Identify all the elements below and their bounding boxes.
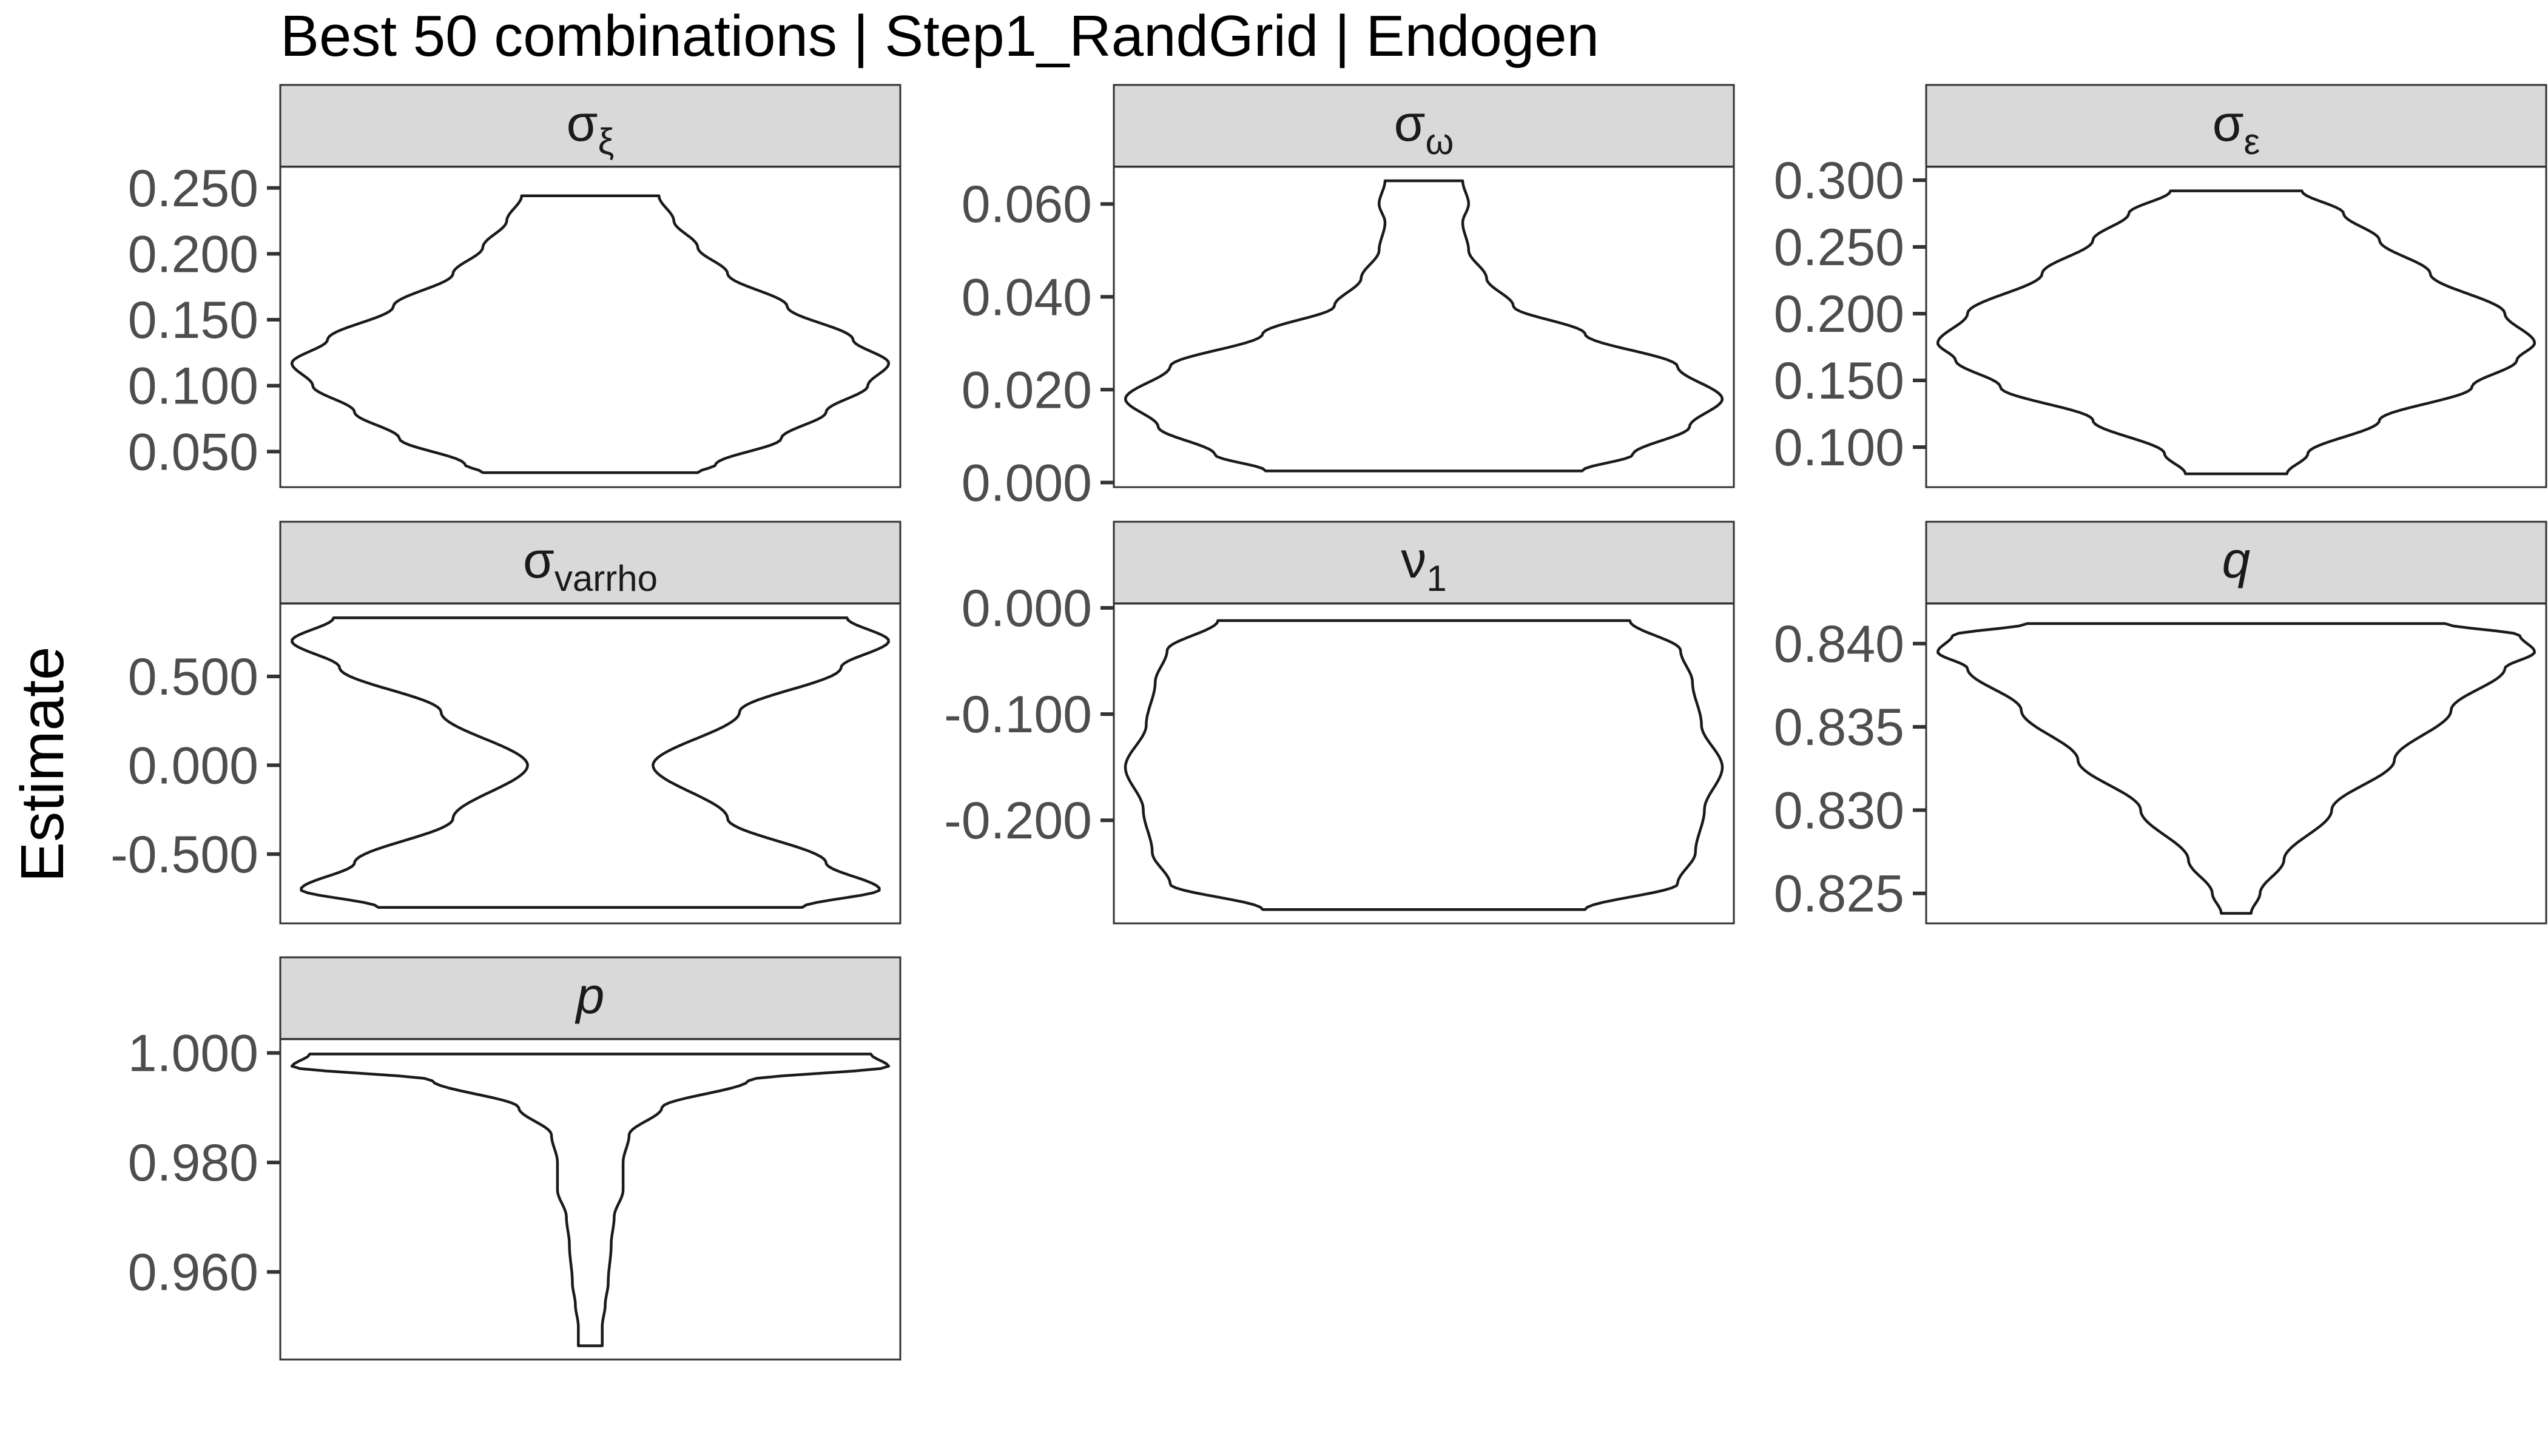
y-tick-label: 0.020	[962, 361, 1092, 419]
panel-sigma_omega: σω 0.000 0.020 0.040 0.060	[962, 84, 1735, 512]
facet-label-base: σ	[523, 531, 554, 588]
facet-label-base: ν	[1401, 531, 1426, 588]
facet-label-base: q	[2222, 531, 2251, 588]
y-tick-label: 0.150	[128, 291, 258, 349]
violin-sigma_varrho	[291, 616, 890, 909]
violin-sigma_xi	[290, 194, 891, 474]
y-tick-label: 0.200	[128, 225, 258, 283]
facet-label-base: σ	[567, 95, 598, 152]
panel-nu_1: ν1 -0.200 -0.100 0.000	[944, 521, 1735, 925]
violin-sigma_epsilon	[1936, 189, 2536, 476]
panel-sigma_varrho: σvarrho -0.500 0.000 0.500	[110, 521, 902, 925]
y-tick-label: 0.825	[1774, 865, 1904, 923]
facet-label-sigma_epsilon: σε	[2213, 95, 2260, 162]
y-tick-label: 0.250	[1774, 218, 1904, 277]
violin-p	[290, 1053, 891, 1347]
y-tick-label: -0.200	[944, 792, 1092, 850]
facet-label-sigma_omega: σω	[1394, 95, 1454, 162]
y-tick-label: 0.060	[962, 175, 1092, 234]
y-tick-label: 0.000	[962, 579, 1092, 638]
y-tick-label: 0.100	[1774, 419, 1904, 477]
y-axis-label: Estimate	[8, 646, 76, 882]
facet-label-nu_1: ν1	[1401, 531, 1446, 599]
facet-label-base: p	[575, 967, 605, 1024]
violin-q	[1936, 622, 2536, 915]
facet-strip-sigma_varrho	[279, 521, 902, 605]
facet-label-subscript: varrho	[554, 558, 658, 599]
y-tick-label: 0.100	[128, 357, 258, 416]
y-tick-label: 0.840	[1774, 615, 1904, 673]
y-tick-label: 0.830	[1774, 781, 1904, 840]
facet-label-p: p	[575, 967, 605, 1024]
y-tick-label: 0.040	[962, 268, 1092, 326]
panel-q: q 0.825 0.830 0.835 0.840	[1774, 521, 2547, 925]
facet-label-sigma_xi: σξ	[567, 95, 615, 162]
facet-label-subscript: ε	[2244, 121, 2260, 162]
facet-label-subscript: 1	[1426, 558, 1446, 599]
y-tick-label: 0.200	[1774, 285, 1904, 343]
y-tick-label: 0.960	[128, 1244, 258, 1302]
y-tick-label: 0.500	[128, 648, 258, 706]
facet-strip-p	[279, 956, 902, 1040]
facet-label-base: σ	[1394, 95, 1426, 152]
y-tick-label: 0.000	[962, 454, 1092, 512]
y-tick-label: -0.100	[944, 686, 1092, 744]
facet-strip-sigma_epsilon	[1925, 84, 2547, 168]
y-tick-label: 0.000	[128, 736, 258, 795]
facet-label-subscript: ξ	[598, 121, 614, 162]
facet-label-subscript: ω	[1425, 121, 1454, 162]
y-tick-label: 1.000	[128, 1025, 258, 1083]
facet-strip-sigma_xi	[279, 84, 902, 168]
violin-sigma_omega	[1124, 179, 1724, 473]
panel-p: p 0.960 0.980 1.000	[128, 956, 902, 1361]
panel-sigma_xi: σξ 0.050 0.100 0.150 0.200 0.250	[128, 84, 902, 488]
violin-nu_1	[1124, 619, 1724, 911]
y-tick-label: 0.835	[1774, 698, 1904, 757]
facet-label-q: q	[2222, 531, 2251, 588]
chart-title: Best 50 combinations | Step1_RandGrid | …	[280, 4, 1599, 69]
facet-label-sigma_varrho: σvarrho	[523, 531, 658, 599]
y-tick-label: 0.150	[1774, 352, 1904, 410]
y-tick-label: 0.050	[128, 423, 258, 481]
y-tick-label: -0.500	[110, 826, 258, 884]
facet-label-base: σ	[2213, 95, 2244, 152]
y-tick-label: 0.980	[128, 1134, 258, 1192]
facet-strip-nu_1	[1113, 521, 1735, 605]
y-tick-label: 0.250	[128, 160, 258, 218]
panel-sigma_epsilon: σε 0.100 0.150 0.200 0.250 0.300	[1774, 84, 2547, 488]
y-tick-label: 0.300	[1774, 152, 1904, 210]
facet-panels: σξ0.0500.1000.1500.2000.250σω0.0000.0200…	[110, 84, 2547, 1361]
facet-strip-sigma_omega	[1113, 84, 1735, 168]
